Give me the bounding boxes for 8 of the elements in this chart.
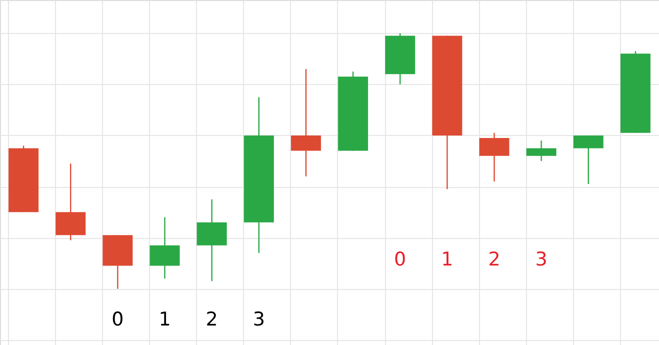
text: 1 [158,308,171,330]
annotation: 3 [535,248,548,270]
annotation: 0 [394,248,406,270]
text: 0 [112,308,124,330]
annotation: 1 [441,248,454,270]
annotation: 2 [488,248,500,270]
text: 3 [252,308,265,330]
text: 2 [206,308,218,330]
